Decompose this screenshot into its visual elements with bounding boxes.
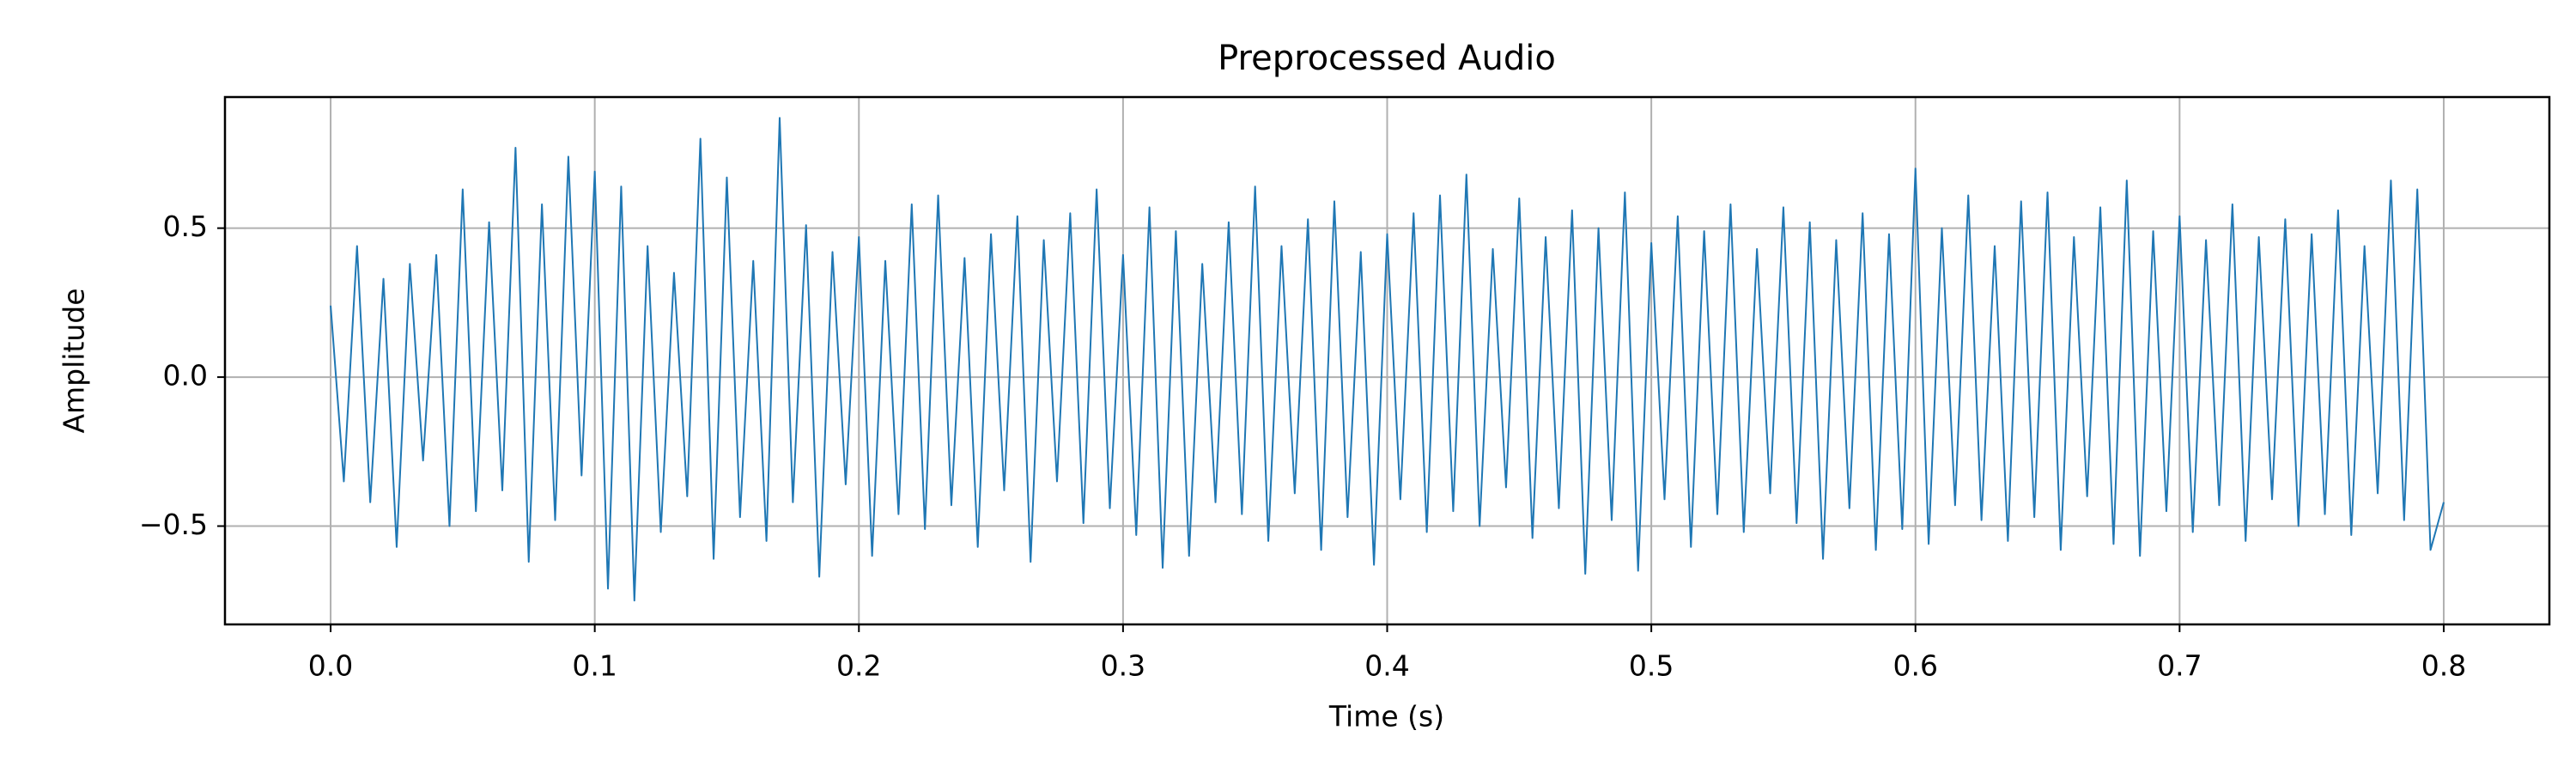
- x-tick-label: 0.5: [1629, 649, 1674, 683]
- y-tick-label: −0.5: [139, 508, 208, 541]
- waveform-line: [330, 117, 2445, 602]
- plot-frame: [223, 95, 2551, 626]
- x-tick-label: 0.3: [1101, 649, 1145, 683]
- x-tick-label: 0.2: [836, 649, 881, 683]
- y-tick-label: 0.0: [163, 359, 208, 393]
- x-tick-label: 0.8: [2421, 649, 2466, 683]
- x-tick-label: 0.0: [308, 649, 353, 683]
- y-axis-label: Amplitude: [58, 288, 91, 433]
- x-tick-label: 0.4: [1364, 649, 1409, 683]
- x-tick-label: 0.6: [1893, 649, 1937, 683]
- x-tick-label: 0.1: [572, 649, 617, 683]
- x-axis-label: Time (s): [1328, 700, 1444, 733]
- y-tick-label: 0.5: [163, 210, 208, 243]
- chart-title: Preprocessed Audio: [1218, 39, 1556, 78]
- x-tick-label: 0.7: [2157, 649, 2202, 683]
